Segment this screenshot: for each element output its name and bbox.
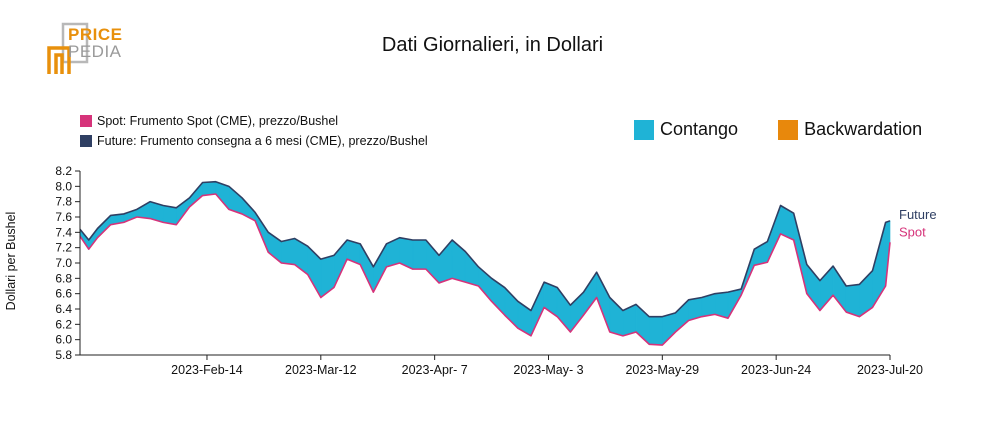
contango-band [583,271,597,317]
contango-band [162,205,177,226]
contango-band [832,265,847,313]
y-tick-label: 6.0 [55,333,72,347]
y-tick-label: 8.2 [55,164,72,178]
x-tick-label: 2023-May- 3 [513,363,583,377]
y-tick-label: 7.0 [55,256,72,270]
contango-band [530,282,545,336]
x-tick-label: 2023-Apr- 7 [402,363,468,377]
logo [47,22,89,74]
future-end-label: Future [899,207,937,222]
legend-swatch-spot [80,115,92,127]
x-tick-label: 2023-Feb-14 [171,363,243,377]
y-tick-label: 6.8 [55,271,72,285]
legend-swatch-future [80,135,92,147]
contango-band [845,284,860,318]
contango-band [412,239,427,270]
legend-label-contango: Contango [660,119,739,139]
series-legend: Spot: Frumento Spot (CME), prezzo/Bushel… [80,111,428,151]
legend-item-backwardation[interactable]: Backwardation [778,119,922,140]
y-tick-label: 6.4 [55,302,72,316]
x-tick-label: 2023-Jun-24 [741,363,811,377]
y-tick-label: 6.2 [55,317,72,331]
spread-legend: Contango Backwardation [634,119,962,140]
legend-label-backwardation: Backwardation [804,119,923,139]
legend-label-spot: Spot: Frumento Spot (CME), prezzo/Bushel [97,114,339,128]
contango-band [320,254,335,299]
contango-band [373,242,387,293]
chart-title: Dati Giornalieri, in Dollari [381,34,604,56]
logo-text-pedia: PEDIA [68,42,122,61]
contango-band [464,250,479,287]
y-tick-label: 8.0 [55,179,72,193]
y-tick-label: 7.8 [55,195,72,209]
legend-item-contango[interactable]: Contango [634,119,738,140]
y-tick-label: 7.6 [55,210,72,224]
x-tick-label: 2023-Jul-20 [857,363,923,377]
contango-band [793,213,808,294]
contango-band [662,312,676,346]
contango-band [648,316,663,346]
future-line [79,180,891,318]
spot-line [79,193,891,346]
contango-band [281,238,295,265]
y-tick-label: 7.2 [55,241,72,255]
spot-end-label: Spot [899,224,926,239]
y-tick-label: 7.4 [55,225,72,239]
y-tick-label: 5.8 [55,348,72,362]
x-tick-label: 2023-May-29 [625,363,699,377]
legend-item-future[interactable]: Future: Frumento consegna a 6 mesi (CME)… [80,131,428,151]
y-axis-label: Dollari per Bushel [4,212,18,311]
legend-swatch-contango [634,119,654,140]
legend-label-future: Future: Frumento consegna a 6 mesi (CME)… [97,134,428,148]
legend-swatch-backwardation [778,119,799,140]
contango-band [136,201,151,219]
logo-text-price: PRICE [68,25,123,44]
x-tick-label: 2023-Mar-12 [285,363,357,377]
contango-band [307,245,322,299]
y-tick-label: 6.6 [55,287,72,301]
legend-item-spot[interactable]: Spot: Frumento Spot (CME), prezzo/Bushel [80,111,428,131]
